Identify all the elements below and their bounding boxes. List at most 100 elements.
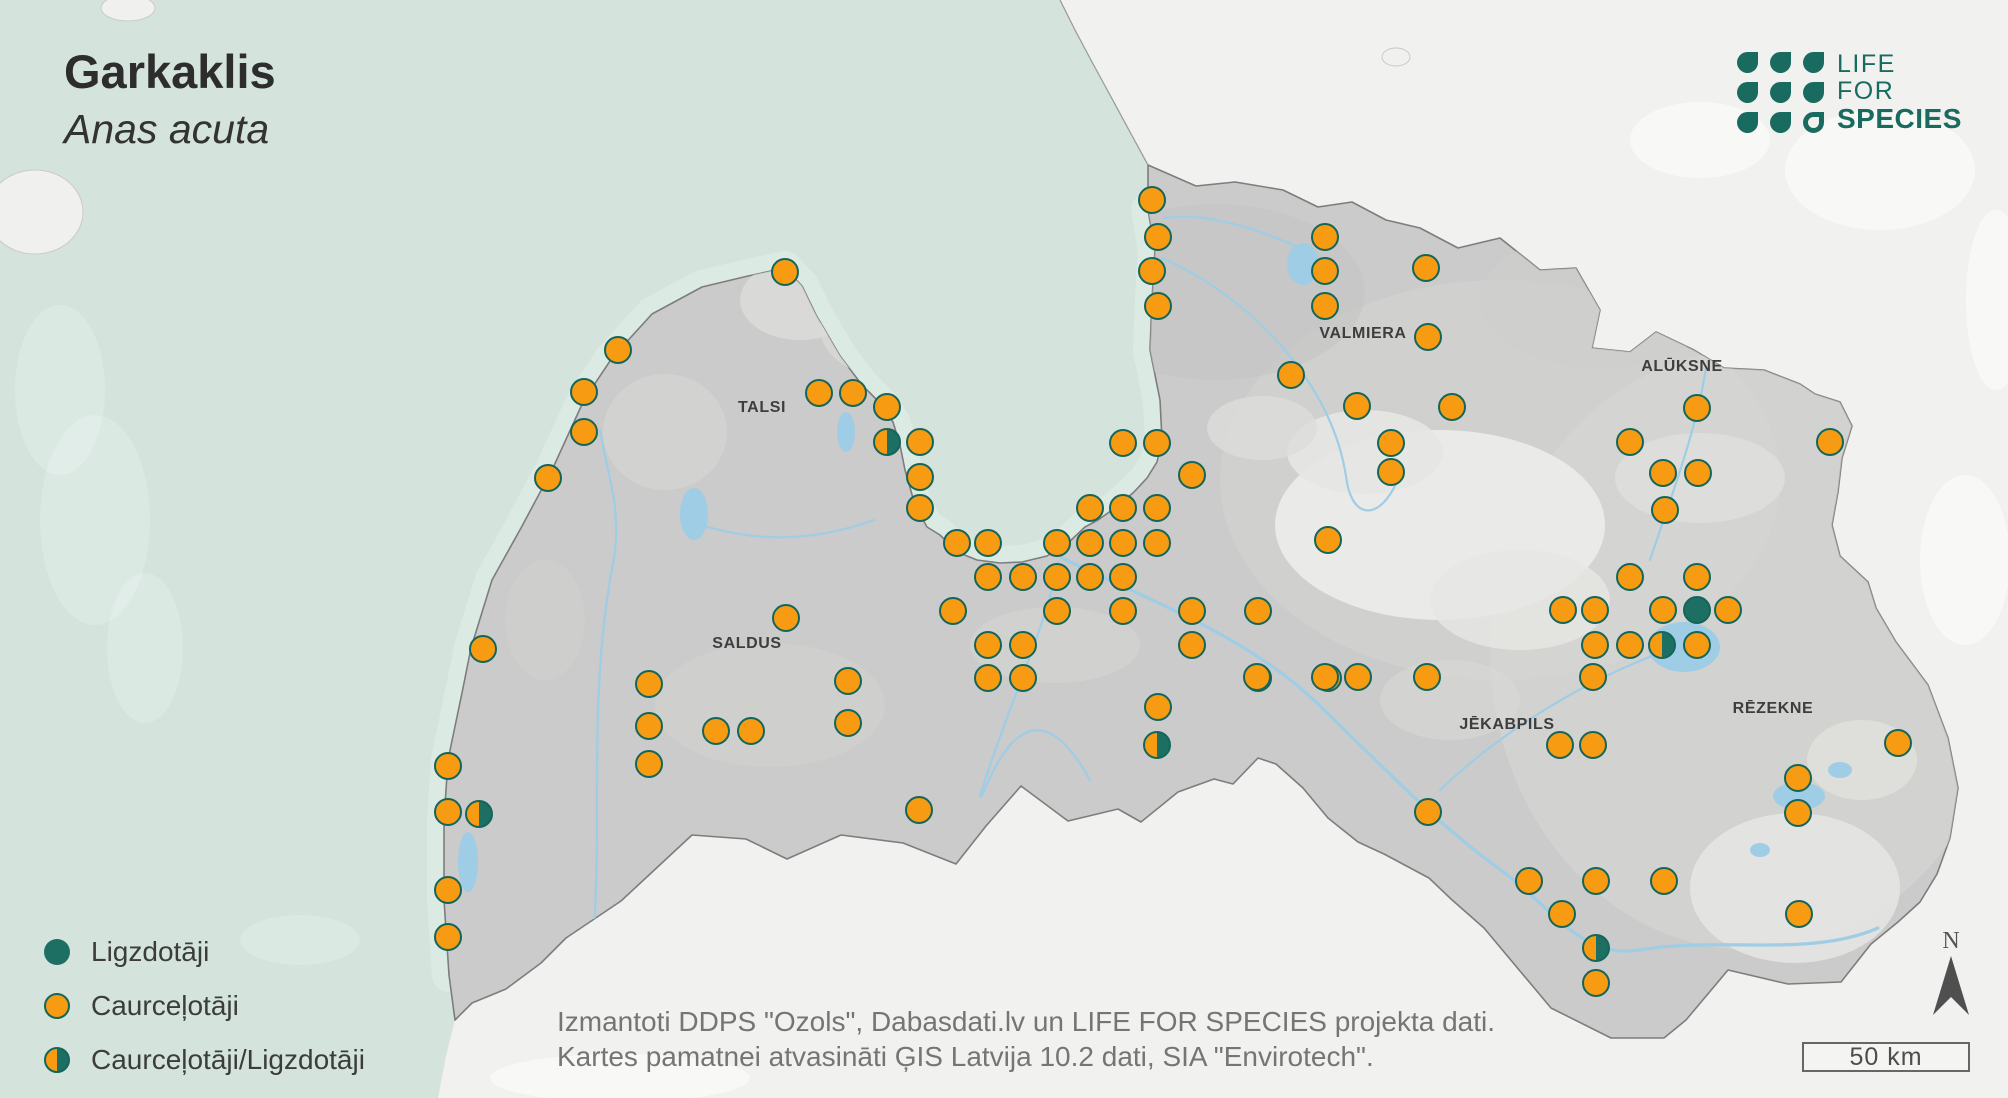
dot-caurcelotaji xyxy=(1581,631,1609,659)
dot-caurcelotaji xyxy=(1109,597,1137,625)
relief-patch xyxy=(1690,813,1900,963)
title-block: Garkaklis Anas acuta xyxy=(64,45,276,152)
legend-item-caurcelotaji: Caurceļotāji xyxy=(44,987,365,1025)
dot-caurcelotaji-ligzdotaji xyxy=(873,428,901,456)
river xyxy=(684,518,876,539)
dot-caurcelotaji xyxy=(1178,461,1206,489)
dot-caurcelotaji xyxy=(1546,731,1574,759)
foreign-relief xyxy=(1920,475,2008,645)
dot-caurcelotaji xyxy=(1311,292,1339,320)
island xyxy=(100,0,156,22)
scale-bar-label: 50 km xyxy=(1849,1042,1923,1071)
dot-caurcelotaji xyxy=(1714,596,1742,624)
relief-patch xyxy=(655,643,885,767)
dot-caurcelotaji xyxy=(1178,597,1206,625)
dot-caurcelotaji xyxy=(1243,663,1271,691)
dot-caurcelotaji xyxy=(1884,729,1912,757)
city-label-jēkabpils: JĒKABPILS xyxy=(1459,714,1554,733)
legend: Ligzdotāji Caurceļotāji Caurceļotāji/Lig… xyxy=(44,933,365,1095)
dot-caurcelotaji xyxy=(434,798,462,826)
attribution-line2: Kartes pamatnei atvasināti ĢIS Latvija 1… xyxy=(557,1041,1374,1072)
dot-caurcelotaji xyxy=(1178,631,1206,659)
city-label-rēzekne: RĒZEKNE xyxy=(1733,698,1814,717)
relief-patch xyxy=(1207,396,1317,460)
dot-caurcelotaji xyxy=(1377,429,1405,457)
dot-caurcelotaji xyxy=(737,717,765,745)
dot-caurcelotaji xyxy=(534,464,562,492)
leaf-icon xyxy=(1737,112,1758,133)
lake xyxy=(837,412,855,452)
foreign-relief xyxy=(1630,102,1770,178)
dot-caurcelotaji xyxy=(974,631,1002,659)
dot-caurcelotaji xyxy=(1515,867,1543,895)
dot-caurcelotaji xyxy=(1043,529,1071,557)
dot-caurcelotaji xyxy=(1109,494,1137,522)
dot-caurcelotaji xyxy=(1311,257,1339,285)
dot-caurcelotaji xyxy=(1277,361,1305,389)
foreign-relief xyxy=(1785,110,1975,230)
lake xyxy=(1773,782,1825,810)
dot-caurcelotaji xyxy=(1143,529,1171,557)
north-arrow-icon xyxy=(1933,956,1969,1015)
dot-caurcelotaji xyxy=(434,876,462,904)
dot-caurcelotaji xyxy=(1414,323,1442,351)
legend-label: Caurceļotāji/Ligzdotāji xyxy=(91,1044,365,1075)
dot-caurcelotaji xyxy=(1009,664,1037,692)
dot-caurcelotaji xyxy=(1616,428,1644,456)
dot-caurcelotaji xyxy=(906,494,934,522)
dot-caurcelotaji xyxy=(1651,496,1679,524)
sea-texture xyxy=(40,415,150,625)
relief-patch xyxy=(603,374,727,490)
dot-caurcelotaji xyxy=(906,463,934,491)
scale-bar: 50 km xyxy=(1802,1042,1970,1072)
dot-caurcelotaji xyxy=(839,379,867,407)
dot-caurcelotaji xyxy=(635,712,663,740)
foreign-relief xyxy=(490,1054,750,1098)
dot-caurcelotaji xyxy=(1076,529,1104,557)
dot-caurcelotaji xyxy=(1138,186,1166,214)
dot-caurcelotaji xyxy=(772,604,800,632)
sea-texture xyxy=(240,915,360,965)
leaf-icon xyxy=(1737,82,1758,103)
river xyxy=(980,729,1092,798)
leaf-icon xyxy=(1737,52,1758,73)
relief-patch xyxy=(1430,550,1610,650)
dot-caurcelotaji xyxy=(434,752,462,780)
dot-caurcelotaji xyxy=(943,529,971,557)
dot-caurcelotaji xyxy=(1244,597,1272,625)
migrant-dot-icon xyxy=(44,993,70,1019)
dot-caurcelotaji xyxy=(1616,563,1644,591)
dot-caurcelotaji xyxy=(1683,563,1711,591)
dot-caurcelotaji xyxy=(1109,529,1137,557)
logo-line1: LIFE xyxy=(1837,50,1896,78)
dot-caurcelotaji xyxy=(1143,494,1171,522)
dot-caurcelotaji xyxy=(1311,663,1339,691)
city-label-alūksne: ALŪKSNE xyxy=(1641,356,1723,375)
life-for-species-logo: LIFE FOR SPECIES xyxy=(1737,52,1962,133)
dot-caurcelotaji xyxy=(805,379,833,407)
dot-caurcelotaji xyxy=(1582,969,1610,997)
attribution-line1: Izmantoti DDPS "Ozols", Dabasdati.lv un … xyxy=(557,1006,1496,1037)
dot-ligzdotaji xyxy=(1683,596,1711,624)
leaf-ring-icon xyxy=(1803,112,1824,133)
river xyxy=(592,428,618,932)
dot-caurcelotaji xyxy=(1581,596,1609,624)
relief-patch xyxy=(820,276,980,380)
dot-caurcelotaji-ligzdotaji xyxy=(1582,934,1610,962)
river xyxy=(1060,556,1880,953)
estonia-coastline xyxy=(1059,0,1149,166)
leaf-icon xyxy=(1770,112,1791,133)
dot-caurcelotaji xyxy=(1009,631,1037,659)
migrant-breeder-dot-icon xyxy=(44,1047,70,1073)
legend-item-ligzdotaji: Ligzdotāji xyxy=(44,933,365,971)
logo-line3: SPECIES xyxy=(1837,103,1962,134)
lake xyxy=(1287,243,1319,285)
dot-caurcelotaji xyxy=(702,717,730,745)
dot-caurcelotaji xyxy=(1143,429,1171,457)
island xyxy=(1381,47,1411,67)
dot-caurcelotaji xyxy=(1549,596,1577,624)
relief-patch xyxy=(505,560,585,680)
dot-caurcelotaji xyxy=(1683,394,1711,422)
dot-caurcelotaji xyxy=(570,378,598,406)
